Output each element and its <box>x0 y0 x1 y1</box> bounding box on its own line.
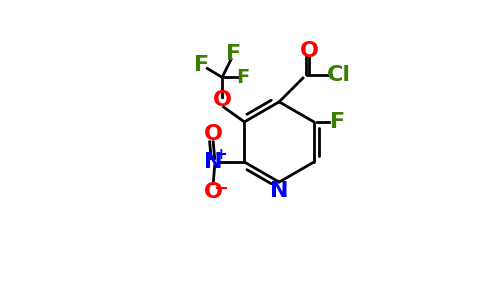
Text: F: F <box>194 56 209 75</box>
Text: F: F <box>330 112 345 132</box>
Text: F: F <box>236 68 250 87</box>
Text: −: − <box>213 180 228 198</box>
Text: O: O <box>300 41 319 61</box>
Text: N: N <box>204 152 223 172</box>
Text: Cl: Cl <box>327 65 350 85</box>
Text: +: + <box>215 147 227 162</box>
Text: F: F <box>227 44 242 64</box>
Text: O: O <box>204 124 223 144</box>
Text: N: N <box>270 181 288 201</box>
Text: O: O <box>204 182 223 202</box>
Text: O: O <box>212 90 232 110</box>
